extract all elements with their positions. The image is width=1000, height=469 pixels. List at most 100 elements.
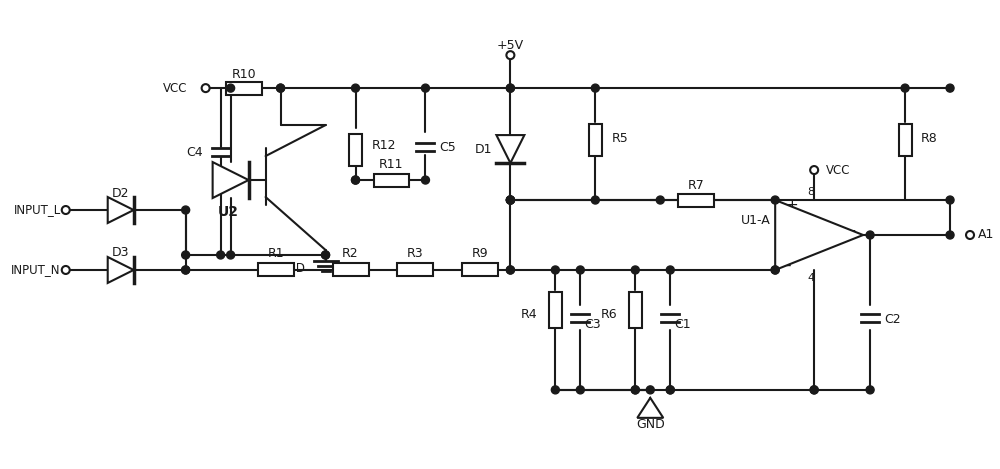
Circle shape <box>182 251 190 259</box>
Circle shape <box>646 386 654 394</box>
Circle shape <box>656 196 664 204</box>
Text: R7: R7 <box>688 179 705 191</box>
Text: C5: C5 <box>439 141 456 153</box>
Text: R11: R11 <box>379 158 404 171</box>
Circle shape <box>182 266 190 274</box>
Circle shape <box>551 386 559 394</box>
Circle shape <box>631 266 639 274</box>
Polygon shape <box>637 398 663 418</box>
Circle shape <box>591 196 599 204</box>
Circle shape <box>421 176 429 184</box>
Text: R1: R1 <box>267 248 284 260</box>
Bar <box>397 264 433 276</box>
Circle shape <box>866 231 874 239</box>
Circle shape <box>322 251 330 259</box>
Text: INPUT_N: INPUT_N <box>11 264 61 276</box>
Text: 8: 8 <box>808 187 815 197</box>
Text: VCC: VCC <box>163 82 188 95</box>
Text: C4: C4 <box>186 145 203 159</box>
Text: C3: C3 <box>584 318 601 332</box>
Text: D1: D1 <box>475 143 492 156</box>
Text: R2: R2 <box>342 248 359 260</box>
Circle shape <box>810 166 818 174</box>
Circle shape <box>771 266 779 274</box>
Circle shape <box>666 386 674 394</box>
Text: U2: U2 <box>218 205 239 219</box>
Text: C1: C1 <box>674 318 691 332</box>
Text: VCC: VCC <box>826 164 851 176</box>
Text: A1: A1 <box>978 228 994 242</box>
Circle shape <box>352 176 360 184</box>
Text: C2: C2 <box>884 313 901 326</box>
Text: D3: D3 <box>112 247 129 259</box>
Circle shape <box>277 84 285 92</box>
Circle shape <box>62 206 70 214</box>
Text: R6: R6 <box>601 309 617 321</box>
Circle shape <box>322 251 330 259</box>
Text: -: - <box>785 257 791 272</box>
Text: D2: D2 <box>112 187 129 199</box>
Circle shape <box>506 196 514 204</box>
Text: +5V: +5V <box>497 38 524 52</box>
Text: 2: 2 <box>797 247 804 257</box>
Text: R5: R5 <box>611 132 628 144</box>
Circle shape <box>506 51 514 59</box>
Bar <box>349 134 362 166</box>
Circle shape <box>946 196 954 204</box>
Bar <box>333 264 369 276</box>
Polygon shape <box>496 135 524 163</box>
Circle shape <box>966 231 974 239</box>
Polygon shape <box>108 197 134 223</box>
Text: GND: GND <box>279 263 306 275</box>
Circle shape <box>946 84 954 92</box>
Bar <box>899 124 912 156</box>
Circle shape <box>506 84 514 92</box>
Circle shape <box>506 196 514 204</box>
Bar <box>549 292 562 328</box>
Polygon shape <box>213 162 249 198</box>
Circle shape <box>810 386 818 394</box>
Circle shape <box>227 251 235 259</box>
Text: INPUT_L: INPUT_L <box>14 204 61 217</box>
Circle shape <box>62 266 70 274</box>
Bar <box>226 82 262 95</box>
Circle shape <box>227 84 235 92</box>
Bar <box>462 264 498 276</box>
Circle shape <box>202 84 210 92</box>
Circle shape <box>631 386 639 394</box>
Text: +: + <box>785 197 798 212</box>
Circle shape <box>771 266 779 274</box>
Circle shape <box>506 266 514 274</box>
Polygon shape <box>775 200 863 270</box>
Text: 4: 4 <box>808 273 815 283</box>
Text: R4: R4 <box>521 309 537 321</box>
Circle shape <box>946 231 954 239</box>
Circle shape <box>666 266 674 274</box>
Circle shape <box>182 206 190 214</box>
Text: 3: 3 <box>797 213 804 223</box>
Text: R12: R12 <box>372 138 396 151</box>
Circle shape <box>352 84 360 92</box>
Circle shape <box>901 84 909 92</box>
Circle shape <box>771 196 779 204</box>
Text: R3: R3 <box>407 248 424 260</box>
Circle shape <box>591 84 599 92</box>
Text: U1-A: U1-A <box>740 213 770 227</box>
Circle shape <box>506 196 514 204</box>
Circle shape <box>421 84 429 92</box>
Text: 1: 1 <box>851 230 858 240</box>
Circle shape <box>866 386 874 394</box>
Circle shape <box>551 266 559 274</box>
Bar <box>589 124 602 156</box>
Text: R9: R9 <box>472 248 489 260</box>
Circle shape <box>217 251 225 259</box>
Circle shape <box>631 386 639 394</box>
Bar <box>629 292 642 328</box>
Circle shape <box>506 196 514 204</box>
Bar <box>258 264 294 276</box>
Text: GND: GND <box>636 418 665 431</box>
Bar <box>678 194 714 206</box>
Circle shape <box>182 266 190 274</box>
Circle shape <box>277 84 285 92</box>
Circle shape <box>506 266 514 274</box>
